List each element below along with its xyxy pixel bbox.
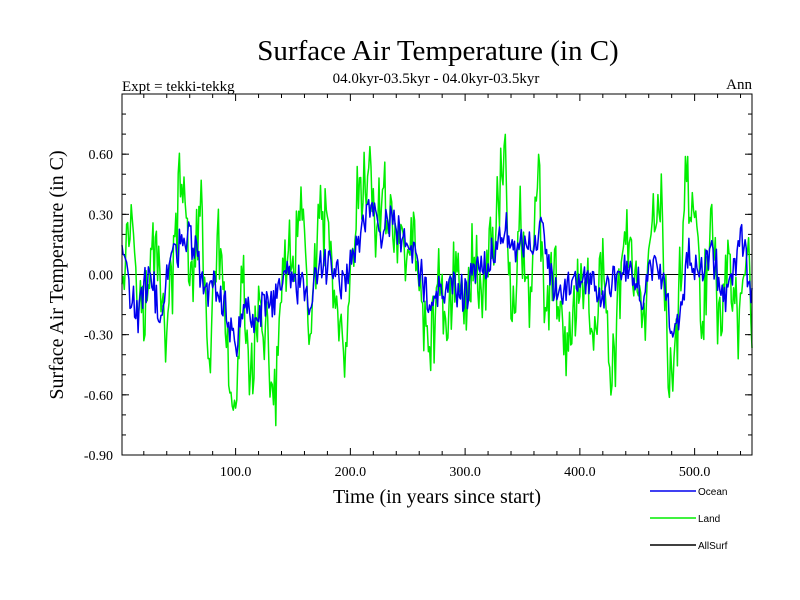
x-tick-label: 100.0	[220, 465, 252, 480]
x-tick-label: 500.0	[679, 465, 711, 480]
series-line-land	[121, 133, 753, 427]
experiment-label: Expt = tekki-tekkg	[122, 79, 235, 95]
legend-label-land: Land	[698, 514, 720, 525]
series-line-ocean	[121, 198, 753, 357]
chart-subtitle: 04.0kyr-03.5kyr - 04.0kyr-03.5kyr	[333, 71, 540, 87]
x-ticks: 100.0 200.0 300.0 400.0 500.0	[143, 94, 742, 480]
y-tick-label: 0.30	[89, 208, 114, 223]
y-tick-label: 0.00	[89, 269, 114, 284]
legend-label-ocean: Ocean	[698, 487, 727, 498]
x-tick-label: 400.0	[564, 465, 596, 480]
y-tick-label: -0.60	[84, 389, 113, 404]
season-label: Ann	[726, 77, 752, 93]
y-axis-label: Surface Air Temperature (in C)	[46, 150, 68, 399]
y-tick-label: -0.30	[84, 329, 113, 344]
y-tick-label: 0.60	[89, 148, 114, 163]
chart-title: Surface Air Temperature (in C)	[257, 35, 618, 67]
series-layer	[121, 133, 753, 427]
x-axis-label: Time (in years since start)	[333, 486, 541, 508]
plot-frame	[121, 93, 753, 456]
legend-label-allsurf: AllSurf	[698, 541, 728, 552]
y-tick-label: -0.90	[84, 449, 113, 464]
legend: Ocean Land AllSurf	[650, 487, 728, 552]
x-tick-label: 200.0	[335, 465, 367, 480]
x-tick-label: 300.0	[449, 465, 481, 480]
